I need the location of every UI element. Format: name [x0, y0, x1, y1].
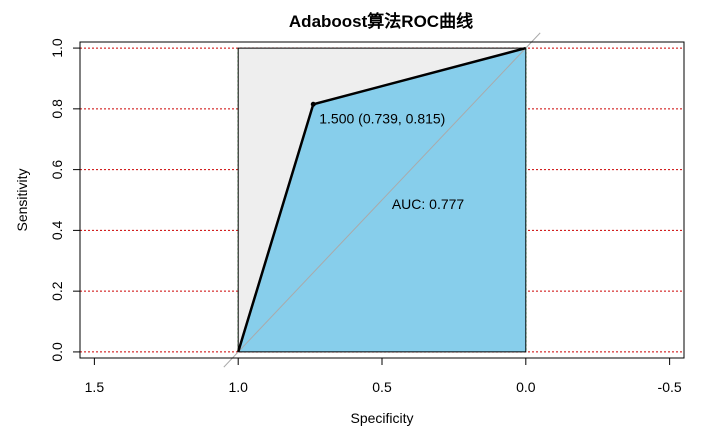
x-axis-title: Specificity — [350, 410, 413, 426]
chart-title: Adaboost算法ROC曲线 — [289, 11, 473, 31]
x-tick-label: 0.5 — [372, 379, 392, 395]
y-tick-label: 0.8 — [49, 99, 65, 119]
y-axis-title: Sensitivity — [14, 168, 30, 231]
auc-label: AUC: 0.777 — [392, 196, 465, 212]
threshold-label: 1.500 (0.739, 0.815) — [319, 110, 445, 126]
chance-diagonal — [223, 32, 541, 368]
y-axis: 0.0 0.2 0.4 0.6 0.8 1.0 — [49, 38, 81, 362]
y-tick-label: 0.4 — [49, 220, 65, 240]
x-axis: 1.5 1.0 0.5 0.0 -0.5 — [85, 357, 682, 395]
threshold-point — [310, 101, 316, 107]
x-tick-label: 1.0 — [228, 379, 248, 395]
x-tick-label: 1.5 — [85, 379, 105, 395]
y-tick-label: 0.6 — [49, 160, 65, 180]
y-tick-label: 1.0 — [49, 38, 65, 58]
y-tick-label: 0.0 — [49, 342, 65, 362]
y-tick-label: 0.2 — [49, 281, 65, 301]
plot-area: 1.500 (0.739, 0.815) AUC: 0.777 — [80, 32, 684, 368]
x-tick-label: 0.0 — [516, 379, 536, 395]
x-tick-label: -0.5 — [658, 379, 682, 395]
